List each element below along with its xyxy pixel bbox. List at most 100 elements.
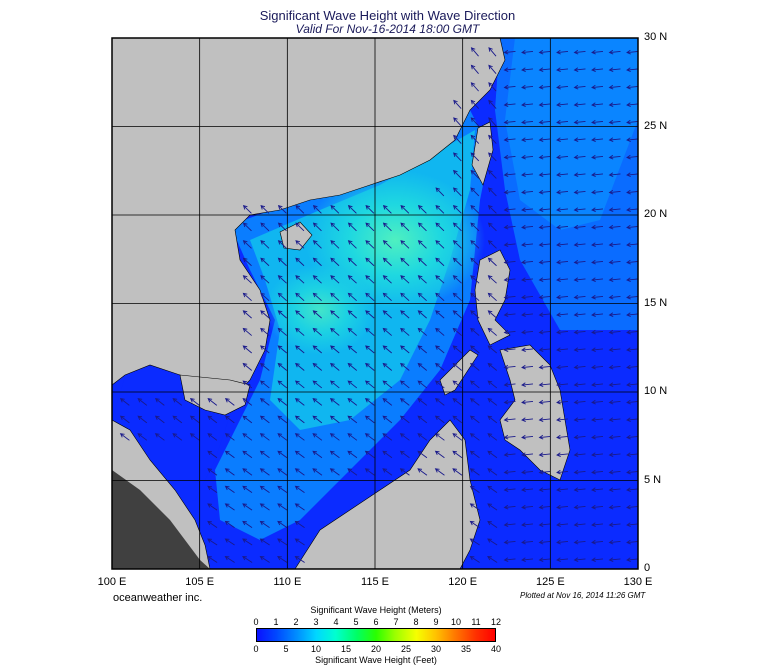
wave-arrow — [591, 277, 604, 283]
wave-arrow — [435, 292, 445, 301]
wave-arrow — [154, 398, 165, 406]
wave-arrow — [242, 257, 252, 267]
wave-arrow — [417, 292, 427, 301]
wave-arrow — [538, 504, 551, 510]
wave-arrow — [626, 67, 638, 73]
wave-arrow — [521, 539, 534, 545]
wave-arrow — [382, 292, 392, 301]
wave-arrow — [470, 47, 479, 57]
wave-arrow — [470, 187, 480, 197]
wave-arrow — [399, 380, 410, 389]
wave-arrow — [573, 417, 586, 423]
wave-arrow — [573, 277, 586, 283]
wave-arrow — [382, 345, 393, 354]
wave-arrow — [242, 310, 252, 319]
wave-arrow — [626, 504, 638, 510]
wave-arrow — [260, 222, 270, 232]
wave-arrow — [503, 84, 516, 90]
wave-arrow — [399, 415, 410, 424]
wave-arrow — [469, 520, 480, 528]
colorbar-feet-title: Significant Wave Height (Feet) — [315, 655, 437, 665]
colorbar-tick: 4 — [333, 617, 339, 627]
wave-arrow — [470, 134, 480, 144]
wave-arrow — [556, 312, 569, 318]
wave-arrow — [277, 433, 288, 441]
wave-arrow — [556, 557, 569, 563]
wave-arrow — [503, 539, 516, 545]
wave-arrow — [470, 222, 480, 232]
wave-arrow — [470, 310, 480, 319]
wave-arrow — [347, 275, 357, 284]
wave-arrow — [503, 137, 516, 143]
wave-arrow — [556, 189, 569, 195]
wave-arrow — [453, 152, 462, 162]
map-title: Significant Wave Height with Wave Direct… — [259, 8, 516, 23]
wave-arrow — [242, 327, 252, 336]
wave-arrow — [277, 275, 287, 284]
wave-arrow — [312, 415, 323, 424]
wave-arrow — [487, 433, 498, 441]
wave-arrow — [312, 468, 323, 476]
wave-arrow — [347, 310, 357, 319]
wave-arrow — [417, 468, 428, 476]
wave-arrow — [538, 312, 551, 318]
wave-arrow — [626, 382, 638, 388]
wave-arrow — [521, 452, 534, 458]
wave-arrow — [172, 415, 183, 424]
wave-arrow — [487, 538, 498, 546]
wave-arrow — [626, 399, 638, 405]
wave-arrow — [365, 240, 375, 249]
wave-arrow — [591, 522, 604, 528]
wave-arrow — [591, 399, 604, 405]
wave-arrow — [329, 415, 340, 424]
wave-arrow — [435, 345, 445, 354]
colorbar-tick: 15 — [340, 644, 351, 654]
wave-arrow — [224, 450, 235, 459]
wave-arrow — [538, 469, 551, 475]
wave-arrow — [538, 189, 551, 195]
wave-arrow — [365, 310, 375, 319]
wave-arrow — [608, 469, 621, 475]
wave-arrow — [503, 294, 516, 300]
wave-arrow — [435, 362, 445, 371]
wave-arrow — [608, 102, 621, 108]
wave-arrow — [626, 119, 638, 125]
wave-arrow — [608, 557, 621, 563]
wave-arrow — [452, 362, 463, 371]
wave-arrow — [365, 204, 375, 214]
wave-arrow — [503, 224, 516, 230]
wave-arrow — [556, 294, 569, 300]
wave-arrow — [434, 380, 445, 389]
wave-arrow — [573, 312, 586, 318]
wave-arrow — [259, 468, 270, 476]
wave-arrow — [573, 137, 586, 143]
wave-arrow — [487, 257, 497, 267]
wave-arrow — [503, 67, 516, 73]
wave-arrow — [488, 64, 497, 74]
wave-arrow — [573, 49, 586, 55]
wave-arrow — [538, 172, 551, 178]
wave-arrow — [503, 207, 516, 213]
wave-arrow — [347, 204, 357, 214]
wave-arrow — [452, 310, 462, 319]
wave-arrow — [538, 347, 551, 353]
wave-arrow — [399, 450, 410, 459]
wave-arrow — [503, 364, 516, 370]
wave-arrow — [242, 362, 253, 371]
wave-arrow — [453, 117, 462, 127]
wave-arrow — [154, 433, 165, 441]
wave-arrow — [487, 362, 498, 371]
colorbar-tick: 8 — [413, 617, 419, 627]
wave-arrow — [242, 275, 252, 284]
wave-arrow — [626, 259, 638, 265]
wave-arrow — [277, 503, 288, 511]
wave-arrow — [294, 538, 305, 546]
wave-arrow — [294, 380, 305, 389]
wave-arrow — [329, 380, 340, 389]
wave-arrow — [521, 329, 534, 335]
wave-arrow — [487, 240, 497, 249]
wave-arrow — [556, 364, 569, 370]
wave-arrow — [521, 364, 534, 370]
wave-arrow — [521, 382, 534, 388]
wave-arrow — [347, 433, 358, 441]
